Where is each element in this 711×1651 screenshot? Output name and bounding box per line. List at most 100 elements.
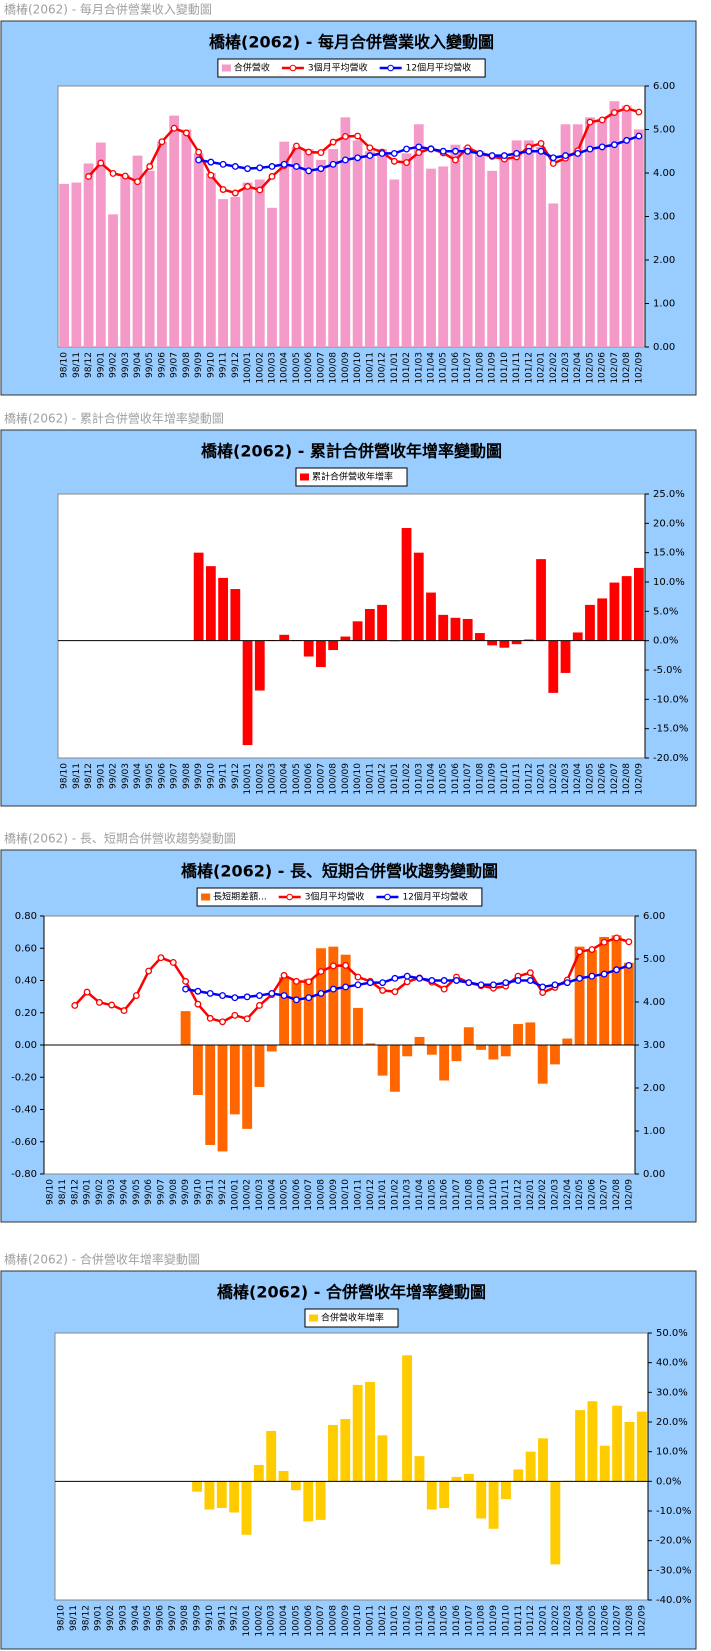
- bar: [241, 1481, 252, 1535]
- x-tick-label: 100/05: [280, 1179, 290, 1211]
- line-marker: [280, 992, 288, 999]
- bar: [377, 604, 387, 641]
- bar: [612, 1405, 623, 1482]
- bar: [560, 640, 571, 673]
- bar: [205, 173, 216, 347]
- x-tick-label: 99/05: [143, 1605, 153, 1631]
- line-marker: [305, 978, 313, 986]
- x-tick-label: 99/05: [132, 1179, 142, 1205]
- x-tick-label: 99/07: [156, 1179, 166, 1205]
- line-marker: [207, 171, 215, 179]
- bar: [242, 182, 253, 347]
- bar: [279, 977, 290, 1045]
- x-tick-label: 101/11: [514, 1605, 524, 1637]
- x-tick-label: 102/04: [573, 763, 583, 795]
- x-tick-label: 99/05: [145, 763, 155, 789]
- bar: [537, 1045, 548, 1084]
- y-tick-label: -0.20: [11, 1072, 37, 1083]
- y-tick-label: -0.80: [11, 1169, 37, 1180]
- line-marker: [623, 136, 631, 144]
- x-tick-label: 99/06: [156, 1605, 166, 1631]
- legend-swatch: [308, 1314, 318, 1322]
- x-tick-label: 98/11: [58, 1179, 68, 1205]
- line-marker: [489, 981, 497, 989]
- legend-swatch: [221, 64, 231, 72]
- bar: [353, 1007, 363, 1045]
- bar: [599, 936, 610, 1045]
- bar: [230, 196, 241, 347]
- legend-label: 12個月平均營收: [402, 891, 467, 903]
- legend-box: [217, 58, 486, 78]
- y-tick-label: 5.00: [653, 125, 675, 136]
- legend-item: 3個月平均營收: [278, 891, 364, 903]
- x-tick-label: 102/07: [613, 1605, 623, 1637]
- x-tick-label: 99/07: [170, 763, 180, 789]
- x-tick-label: 99/12: [218, 1179, 228, 1205]
- x-tick-label: 102/08: [622, 763, 632, 795]
- x-tick-label: 101/09: [488, 763, 498, 795]
- y-tick-label: 2.00: [653, 255, 675, 266]
- line-marker: [366, 144, 374, 152]
- x-tick-label: 100/02: [254, 1605, 264, 1637]
- x-tick-label: 101/10: [489, 1179, 499, 1211]
- bar: [278, 1470, 289, 1482]
- x-tick-label: 102/06: [598, 763, 608, 795]
- x-tick-label: 100/07: [304, 1179, 314, 1211]
- bar: [303, 149, 314, 347]
- x-tick-label: 100/12: [366, 1179, 376, 1211]
- x-tick-label: 101/10: [501, 1605, 511, 1637]
- x-tick-label: 101/05: [439, 763, 449, 795]
- line-marker: [219, 186, 227, 193]
- line-marker: [415, 149, 423, 157]
- bar: [377, 1045, 388, 1076]
- x-tick-label: 100/04: [279, 1605, 289, 1637]
- x-tick-label: 99/03: [121, 763, 131, 789]
- line-marker: [513, 149, 521, 157]
- bar: [624, 1422, 635, 1482]
- line-marker: [635, 108, 643, 116]
- line-marker: [97, 159, 105, 167]
- bar: [328, 149, 339, 347]
- x-tick-label: 99/01: [96, 763, 106, 789]
- x-tick-label: 99/02: [95, 1179, 105, 1205]
- line-marker: [539, 989, 547, 996]
- y-tick-label: 40.0%: [656, 1358, 688, 1369]
- bar: [586, 949, 597, 1045]
- line-marker: [500, 152, 508, 160]
- x-tick-label: 99/12: [231, 352, 241, 378]
- legend-marker: [289, 64, 297, 72]
- x-tick-label: 100/04: [280, 352, 290, 384]
- bar: [192, 1045, 203, 1095]
- x-tick-label: 99/04: [120, 1179, 130, 1205]
- line-marker: [231, 163, 239, 170]
- x-tick-label: 99/08: [182, 352, 192, 378]
- x-tick-label: 102/01: [537, 763, 547, 795]
- legend-box: [304, 1308, 399, 1328]
- x-tick-label: 100/04: [267, 1179, 277, 1211]
- chart-title: 橋椿(2062) - 合併營收年增率變動圖: [217, 1283, 486, 1302]
- line-marker: [256, 992, 263, 999]
- line-marker: [256, 1001, 263, 1009]
- y-tick-label: 50.0%: [656, 1328, 688, 1339]
- line-marker: [526, 969, 534, 977]
- x-tick-label: 102/04: [573, 352, 583, 384]
- bar: [451, 1045, 462, 1062]
- line-marker: [586, 118, 594, 126]
- x-tick-label: 101/02: [402, 763, 412, 795]
- x-tick-label: 98/10: [60, 352, 70, 378]
- y-tick-label: -10.0%: [653, 694, 688, 705]
- x-tick-label: 100/07: [316, 352, 326, 384]
- bar: [108, 214, 118, 347]
- x-tick-label: 100/02: [255, 352, 265, 384]
- x-tick-label: 101/07: [464, 1605, 474, 1637]
- line-marker: [231, 994, 239, 1002]
- line-marker: [613, 966, 620, 974]
- x-tick-label: 100/12: [378, 763, 388, 795]
- line-marker: [158, 138, 166, 146]
- bar: [500, 1045, 511, 1057]
- x-tick-label: 99/06: [144, 1179, 154, 1205]
- x-tick-label: 100/05: [291, 1605, 301, 1637]
- bar: [426, 592, 436, 641]
- bar: [597, 598, 608, 641]
- bar: [636, 1411, 647, 1482]
